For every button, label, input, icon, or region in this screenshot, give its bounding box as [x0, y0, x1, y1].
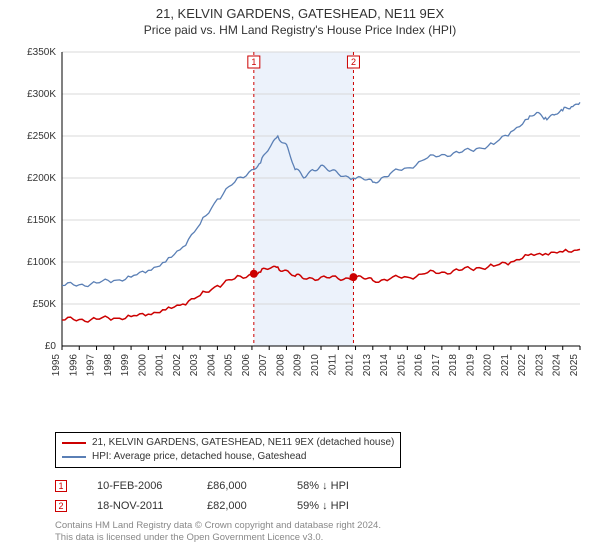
svg-text:2020: 2020 [483, 354, 494, 377]
svg-text:£300K: £300K [27, 89, 56, 100]
svg-text:2000: 2000 [137, 354, 148, 377]
legend-swatch [62, 442, 86, 444]
page-title: 21, KELVIN GARDENS, GATESHEAD, NE11 9EX [0, 6, 600, 21]
legend-label: HPI: Average price, detached house, Gate… [92, 450, 306, 464]
svg-text:2005: 2005 [224, 354, 235, 377]
svg-text:£150K: £150K [27, 215, 56, 226]
svg-text:2007: 2007 [258, 354, 269, 377]
sale-marker-icon: 1 [55, 480, 67, 492]
sale-row: 1 10-FEB-2006 £86,000 58% ↓ HPI [55, 476, 377, 496]
sale-diff: 59% ↓ HPI [297, 500, 377, 512]
sale-row: 2 18-NOV-2011 £82,000 59% ↓ HPI [55, 496, 377, 516]
svg-text:2011: 2011 [327, 354, 338, 376]
svg-text:2021: 2021 [500, 354, 511, 377]
sale-price: £86,000 [207, 480, 267, 492]
svg-text:1: 1 [251, 57, 256, 67]
svg-text:2012: 2012 [345, 354, 356, 377]
svg-text:2013: 2013 [362, 354, 373, 377]
footer-line: This data is licensed under the Open Gov… [55, 532, 590, 544]
svg-text:2015: 2015 [396, 354, 407, 377]
svg-text:2009: 2009 [293, 354, 304, 377]
sale-price: £82,000 [207, 500, 267, 512]
svg-text:2008: 2008 [275, 354, 286, 377]
svg-text:2: 2 [351, 57, 356, 67]
svg-text:2006: 2006 [241, 354, 252, 377]
svg-text:£0: £0 [45, 341, 57, 352]
svg-text:2010: 2010 [310, 354, 321, 377]
legend-swatch [62, 456, 86, 458]
svg-text:2003: 2003 [189, 354, 200, 377]
svg-text:£200K: £200K [27, 173, 56, 184]
svg-text:2024: 2024 [552, 354, 563, 377]
svg-text:2001: 2001 [155, 354, 166, 377]
sale-marker-icon: 2 [55, 500, 67, 512]
svg-text:2023: 2023 [534, 354, 545, 377]
svg-text:£50K: £50K [33, 299, 57, 310]
sale-date: 18-NOV-2011 [97, 500, 177, 512]
svg-text:2022: 2022 [517, 354, 528, 377]
svg-text:2017: 2017 [431, 354, 442, 377]
svg-text:£350K: £350K [27, 47, 56, 58]
sales-table: 1 10-FEB-2006 £86,000 58% ↓ HPI 2 18-NOV… [55, 476, 377, 516]
svg-text:1999: 1999 [120, 354, 131, 377]
page-subtitle: Price paid vs. HM Land Registry's House … [0, 23, 600, 37]
price-chart: £0 £50K £100K £150K £200K £250K £300K £350K 1995… [10, 42, 590, 392]
sale-diff: 58% ↓ HPI [297, 480, 377, 492]
svg-text:£100K: £100K [27, 257, 56, 268]
svg-text:2018: 2018 [448, 354, 459, 377]
svg-text:2014: 2014 [379, 354, 390, 377]
legend-label: 21, KELVIN GARDENS, GATESHEAD, NE11 9EX … [92, 436, 394, 450]
svg-text:1997: 1997 [86, 354, 97, 377]
svg-text:£250K: £250K [27, 131, 56, 142]
svg-text:2025: 2025 [569, 354, 580, 377]
footer: Contains HM Land Registry data © Crown c… [55, 520, 590, 544]
svg-text:1998: 1998 [103, 354, 114, 377]
legend: 21, KELVIN GARDENS, GATESHEAD, NE11 9EX … [55, 432, 401, 468]
svg-text:1995: 1995 [51, 354, 62, 377]
footer-line: Contains HM Land Registry data © Crown c… [55, 520, 590, 532]
svg-text:2019: 2019 [465, 354, 476, 377]
svg-text:2004: 2004 [206, 354, 217, 377]
sale-date: 10-FEB-2006 [97, 480, 177, 492]
svg-text:1996: 1996 [68, 354, 79, 377]
svg-text:2002: 2002 [172, 354, 183, 377]
svg-text:2016: 2016 [414, 354, 425, 377]
legend-item: 21, KELVIN GARDENS, GATESHEAD, NE11 9EX … [62, 436, 394, 450]
legend-item: HPI: Average price, detached house, Gate… [62, 450, 394, 464]
